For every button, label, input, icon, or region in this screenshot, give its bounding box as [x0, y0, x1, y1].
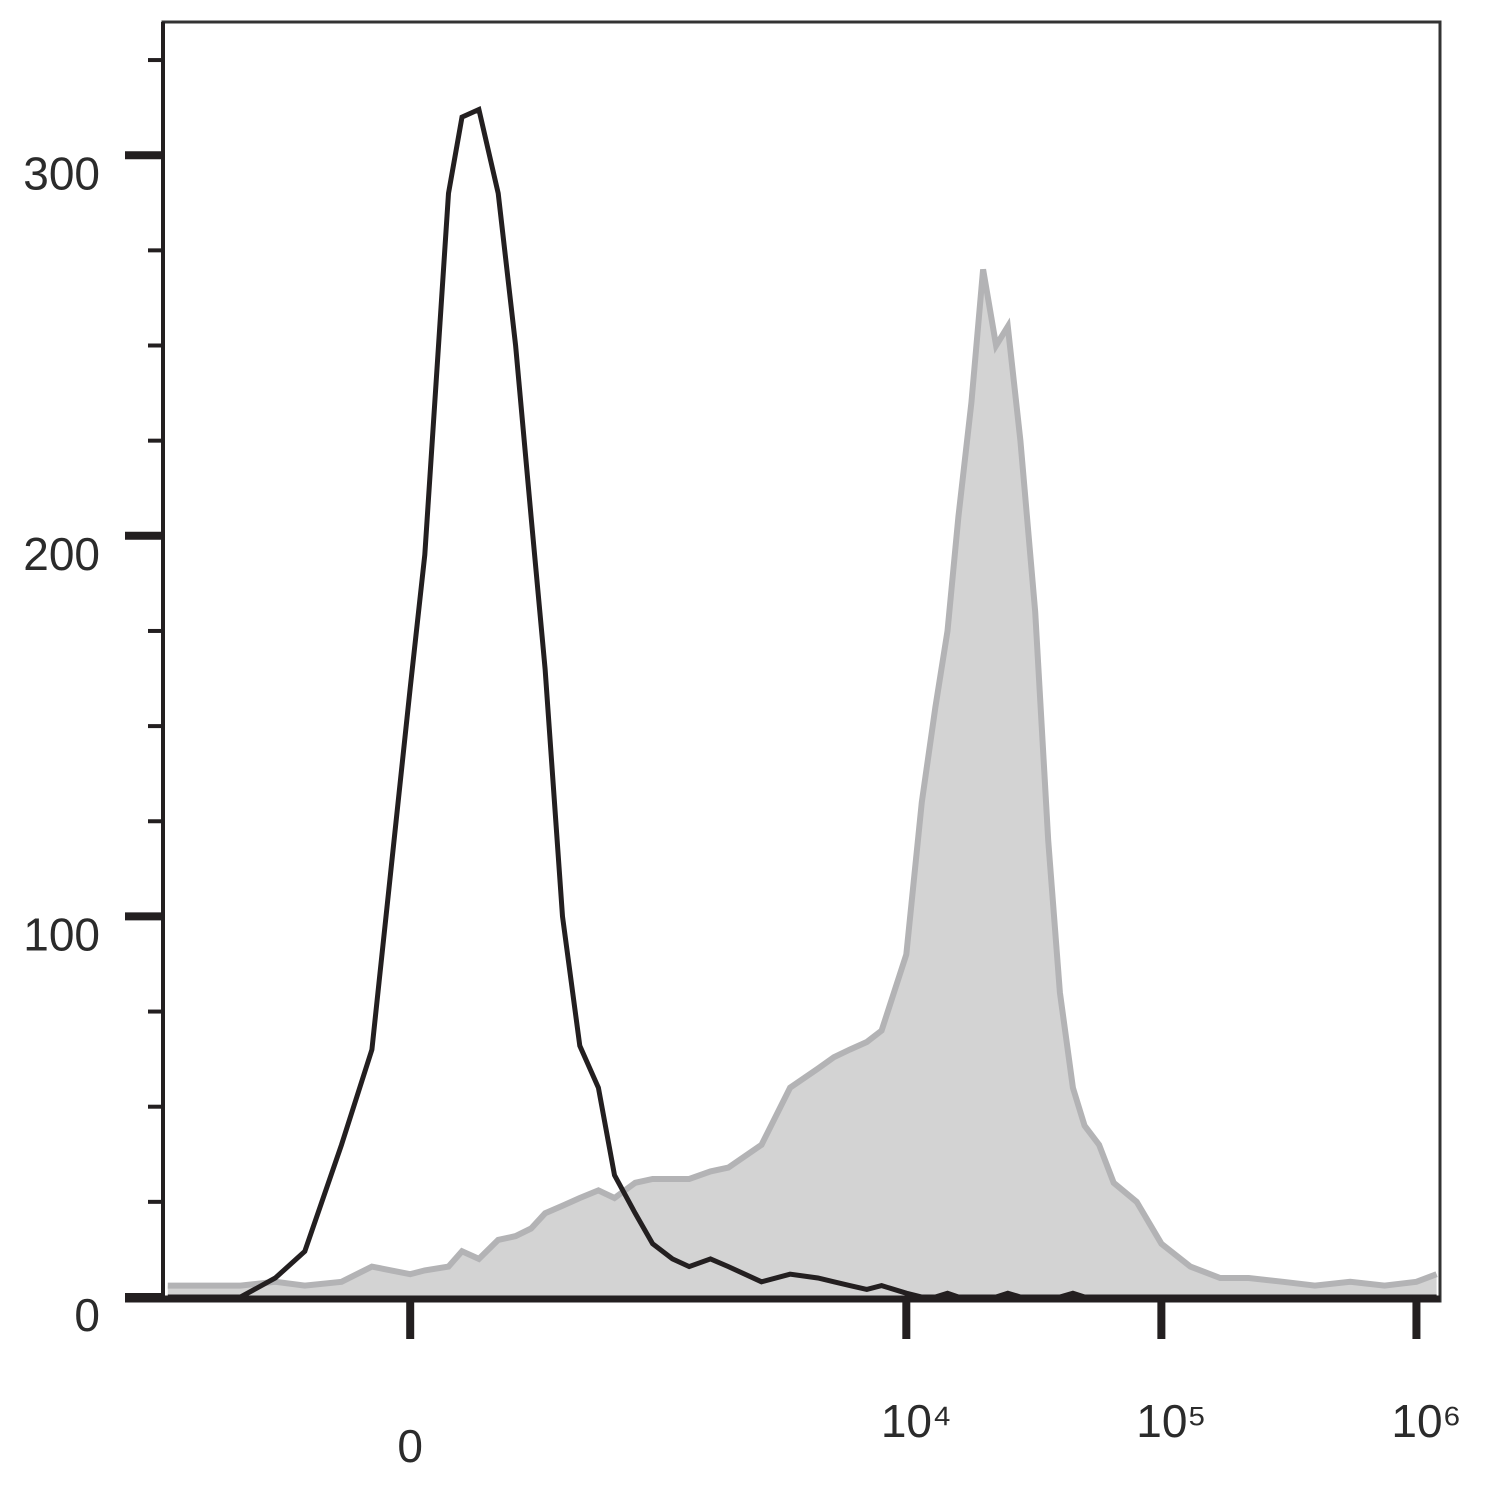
- y-tick-label: 300: [23, 147, 100, 199]
- histogram-line: [167, 268, 1438, 1289]
- x-tick-label: 10⁵: [1136, 1395, 1206, 1447]
- x-tick-label: 0: [397, 1420, 423, 1472]
- x-tick-label: 10⁴: [881, 1395, 952, 1447]
- x-tick-label: 10⁶: [1391, 1395, 1461, 1447]
- y-tick-label: 200: [23, 528, 100, 580]
- y-tick-label: 100: [23, 909, 100, 961]
- y-tick-label: 0: [74, 1289, 100, 1341]
- histogram-area: [167, 269, 1437, 1297]
